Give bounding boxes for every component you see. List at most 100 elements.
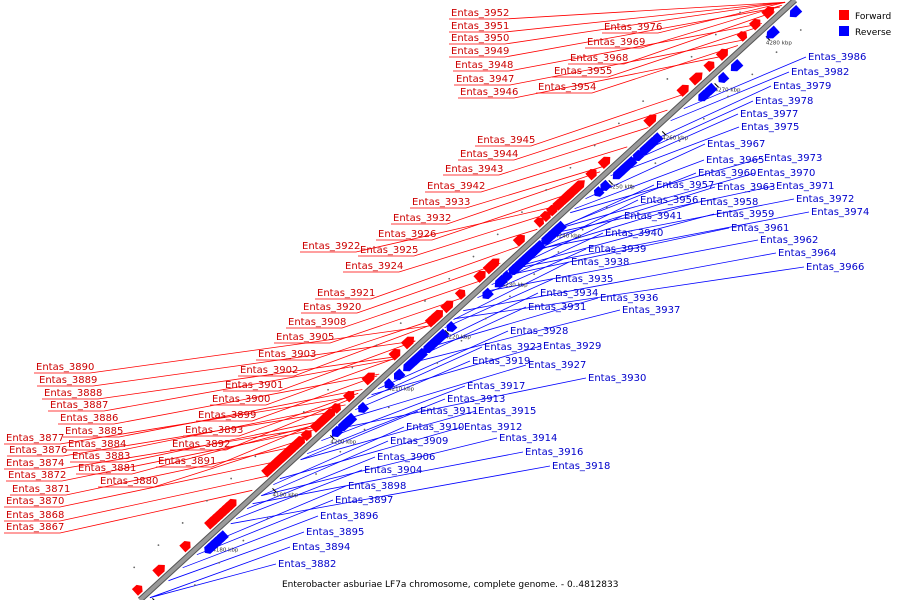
gene-label-reverse[interactable]: Entas_3918 bbox=[552, 461, 610, 472]
gene-label-forward[interactable]: Entas_3876 bbox=[9, 445, 67, 456]
gene-label-reverse[interactable]: Entas_3959 bbox=[716, 209, 774, 220]
gene-label-forward[interactable]: Entas_3881 bbox=[78, 463, 136, 474]
gene-label-forward[interactable]: Entas_3880 bbox=[100, 476, 158, 487]
gene-label-reverse[interactable]: Entas_3978 bbox=[755, 96, 813, 107]
gene-label-reverse[interactable]: Entas_3940 bbox=[605, 228, 663, 239]
gene-label-reverse[interactable]: Entas_3915 bbox=[478, 406, 536, 417]
gene-label-reverse[interactable]: Entas_3919 bbox=[472, 356, 530, 367]
gene-label-reverse[interactable]: Entas_3923 bbox=[484, 342, 542, 353]
gene-label-reverse[interactable]: Entas_3974 bbox=[811, 207, 869, 218]
gene-label-reverse[interactable]: Entas_3931 bbox=[528, 302, 586, 313]
gene-label-reverse[interactable]: Entas_3906 bbox=[377, 452, 435, 463]
gene-label-forward[interactable]: Entas_3943 bbox=[445, 164, 503, 175]
gene-label-reverse[interactable]: Entas_3960 bbox=[698, 168, 756, 179]
gene-label-reverse[interactable]: Entas_3914 bbox=[499, 433, 557, 444]
gene-label-forward[interactable]: Entas_3874 bbox=[6, 458, 64, 469]
gene-label-forward[interactable]: Entas_3949 bbox=[451, 46, 509, 57]
gene-label-forward[interactable]: Entas_3877 bbox=[6, 433, 64, 444]
gene-label-reverse[interactable]: Entas_3961 bbox=[731, 223, 789, 234]
gene-label-reverse[interactable]: Entas_3975 bbox=[741, 122, 799, 133]
gene-label-forward[interactable]: Entas_3888 bbox=[44, 388, 102, 399]
gene-label-reverse[interactable]: Entas_3882 bbox=[278, 559, 336, 570]
gene-label-forward[interactable]: Entas_3954 bbox=[538, 82, 596, 93]
gene-label-reverse[interactable]: Entas_3935 bbox=[555, 274, 613, 285]
gene-label-forward[interactable]: Entas_3893 bbox=[185, 425, 243, 436]
gene-label-reverse[interactable]: Entas_3913 bbox=[447, 394, 505, 405]
gene-label-reverse[interactable]: Entas_3939 bbox=[588, 244, 646, 255]
gene-label-reverse[interactable]: Entas_3895 bbox=[306, 527, 364, 538]
gene-label-forward[interactable]: Entas_3932 bbox=[393, 213, 451, 224]
gene-label-forward[interactable]: Entas_3945 bbox=[477, 135, 535, 146]
gene-label-forward[interactable]: Entas_3922 bbox=[302, 241, 360, 252]
gene-label-forward[interactable]: Entas_3886 bbox=[60, 413, 118, 424]
gene-label-reverse[interactable]: Entas_3967 bbox=[707, 139, 765, 150]
gene-label-reverse[interactable]: Entas_3970 bbox=[757, 168, 815, 179]
gene-label-reverse[interactable]: Entas_3929 bbox=[543, 341, 601, 352]
gene-label-reverse[interactable]: Entas_3962 bbox=[760, 235, 818, 246]
gene-label-forward[interactable]: Entas_3903 bbox=[258, 349, 316, 360]
gene-label-forward[interactable]: Entas_3950 bbox=[451, 33, 509, 44]
gene-label-forward[interactable]: Entas_3887 bbox=[50, 400, 108, 411]
gene-label-reverse[interactable]: Entas_3956 bbox=[640, 195, 698, 206]
gene-label-forward[interactable]: Entas_3908 bbox=[288, 317, 346, 328]
gene-label-forward[interactable]: Entas_3976 bbox=[604, 22, 662, 33]
gene-label-reverse[interactable]: Entas_3971 bbox=[776, 181, 834, 192]
gene-label-forward[interactable]: Entas_3905 bbox=[276, 332, 334, 343]
gene-label-forward[interactable]: Entas_3883 bbox=[72, 451, 130, 462]
gene-label-reverse[interactable]: Entas_3982 bbox=[791, 67, 849, 78]
gene-label-reverse[interactable]: Entas_3904 bbox=[364, 465, 422, 476]
gene-label-forward[interactable]: Entas_3901 bbox=[225, 380, 283, 391]
gene-label-forward[interactable]: Entas_3884 bbox=[68, 439, 126, 450]
gene-label-forward[interactable]: Entas_3872 bbox=[8, 470, 66, 481]
gene-label-reverse[interactable]: Entas_3930 bbox=[588, 373, 646, 384]
gene-label-reverse[interactable]: Entas_3936 bbox=[600, 293, 658, 304]
gene-label-forward[interactable]: Entas_3946 bbox=[460, 87, 518, 98]
gene-label-forward[interactable]: Entas_3868 bbox=[6, 510, 64, 521]
gene-label-reverse[interactable]: Entas_3896 bbox=[320, 511, 378, 522]
gene-label-reverse[interactable]: Entas_3911 bbox=[420, 406, 478, 417]
gene-label-reverse[interactable]: Entas_3941 bbox=[624, 211, 682, 222]
gene-label-forward[interactable]: Entas_3900 bbox=[212, 394, 270, 405]
gene-label-reverse[interactable]: Entas_3973 bbox=[764, 153, 822, 164]
gene-label-reverse[interactable]: Entas_3963 bbox=[717, 182, 775, 193]
gene-label-reverse[interactable]: Entas_3897 bbox=[335, 495, 393, 506]
gene-label-forward[interactable]: Entas_3944 bbox=[460, 149, 518, 160]
gene-label-reverse[interactable]: Entas_3958 bbox=[700, 197, 758, 208]
gene-label-forward[interactable]: Entas_3870 bbox=[6, 496, 64, 507]
gene-label-reverse[interactable]: Entas_3898 bbox=[348, 481, 406, 492]
gene-label-reverse[interactable]: Entas_3957 bbox=[656, 180, 714, 191]
gene-label-forward[interactable]: Entas_3933 bbox=[412, 197, 470, 208]
gene-label-reverse[interactable]: Entas_3910 bbox=[406, 422, 464, 433]
gene-label-reverse[interactable]: Entas_3979 bbox=[773, 81, 831, 92]
gene-label-forward[interactable]: Entas_3920 bbox=[303, 302, 361, 313]
gene-label-reverse[interactable]: Entas_3912 bbox=[464, 422, 522, 433]
gene-label-forward[interactable]: Entas_3889 bbox=[39, 375, 97, 386]
gene-label-forward[interactable]: Entas_3871 bbox=[12, 484, 70, 495]
gene-label-forward[interactable]: Entas_3947 bbox=[456, 74, 514, 85]
gene-label-reverse[interactable]: Entas_3927 bbox=[528, 360, 586, 371]
gene-label-reverse[interactable]: Entas_3964 bbox=[778, 248, 836, 259]
gene-label-forward[interactable]: Entas_3885 bbox=[65, 426, 123, 437]
gene-label-reverse[interactable]: Entas_3965 bbox=[706, 155, 764, 166]
gene-label-reverse[interactable]: Entas_3938 bbox=[571, 257, 629, 268]
gene-label-reverse[interactable]: Entas_3966 bbox=[806, 262, 864, 273]
gene-label-forward[interactable]: Entas_3969 bbox=[587, 37, 645, 48]
gene-label-forward[interactable]: Entas_3968 bbox=[570, 53, 628, 64]
gene-label-forward[interactable]: Entas_3952 bbox=[451, 8, 509, 19]
gene-label-forward[interactable]: Entas_3942 bbox=[427, 181, 485, 192]
gene-label-forward[interactable]: Entas_3925 bbox=[360, 245, 418, 256]
gene-label-reverse[interactable]: Entas_3972 bbox=[796, 194, 854, 205]
gene-label-reverse[interactable]: Entas_3928 bbox=[510, 326, 568, 337]
gene-label-forward[interactable]: Entas_3921 bbox=[317, 288, 375, 299]
gene-label-reverse[interactable]: Entas_3917 bbox=[467, 381, 525, 392]
gene-label-forward[interactable]: Entas_3890 bbox=[36, 362, 94, 373]
gene-label-forward[interactable]: Entas_3902 bbox=[240, 365, 298, 376]
gene-label-reverse[interactable]: Entas_3894 bbox=[292, 542, 350, 553]
gene-label-forward[interactable]: Entas_3951 bbox=[451, 21, 509, 32]
gene-label-reverse[interactable]: Entas_3937 bbox=[622, 305, 680, 316]
gene-label-forward[interactable]: Entas_3948 bbox=[455, 60, 513, 71]
gene-label-forward[interactable]: Entas_3924 bbox=[345, 261, 403, 272]
gene-label-reverse[interactable]: Entas_3977 bbox=[740, 109, 798, 120]
gene-label-reverse[interactable]: Entas_3916 bbox=[525, 447, 583, 458]
gene-label-forward[interactable]: Entas_3955 bbox=[554, 66, 612, 77]
